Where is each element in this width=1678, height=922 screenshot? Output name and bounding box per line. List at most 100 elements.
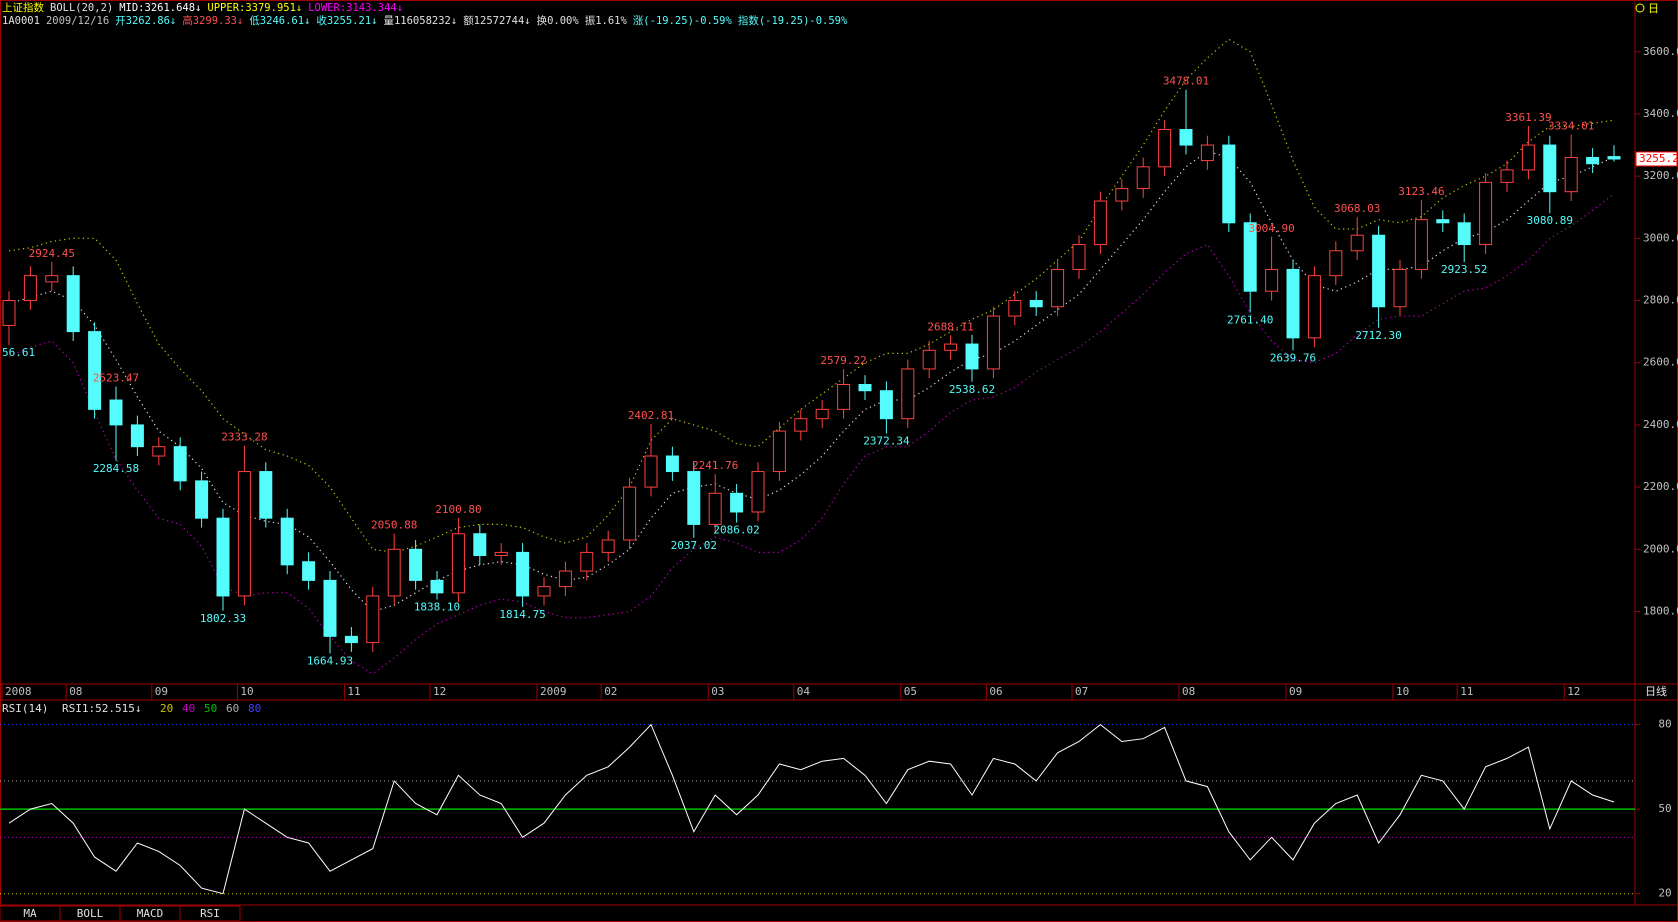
candle-body — [1479, 181, 1493, 246]
y-tick-label: 3400.0 — [1643, 107, 1678, 120]
low-label: 2372.34 — [863, 435, 910, 448]
candle-body — [1350, 234, 1364, 252]
high-label: 3478.01 — [1163, 75, 1209, 88]
candle-body — [580, 551, 594, 572]
candle-body — [665, 455, 679, 473]
candle-body — [1586, 156, 1600, 165]
level-label: 20 — [160, 702, 173, 715]
low-label: 1664.93 — [307, 654, 353, 667]
candle-body — [1051, 268, 1065, 308]
candle-body — [1179, 129, 1193, 146]
info-field: LOWER:3143.344↓ — [308, 2, 404, 14]
candle-body — [1543, 144, 1557, 193]
candle-body — [387, 548, 401, 597]
low-label: 2761.40 — [1227, 314, 1273, 327]
candle-body — [1500, 169, 1514, 183]
candle-body — [473, 533, 487, 557]
candle-body — [1265, 268, 1279, 292]
x-tick-label: 2008 — [5, 685, 32, 698]
tab-label[interactable]: BOLL — [77, 907, 104, 920]
candle-body — [1115, 188, 1129, 202]
x-tick-label: 07 — [1075, 685, 1088, 698]
x-tick-label: 09 — [1289, 685, 1302, 698]
x-tick-label: 08 — [1182, 685, 1195, 698]
info-field: BOLL(20,2) — [50, 2, 114, 14]
candle-body — [537, 586, 551, 597]
x-tick-label: 05 — [904, 685, 917, 698]
candle-body — [687, 471, 701, 525]
low-label: 2923.52 — [1441, 263, 1487, 276]
candle-body — [1521, 144, 1535, 171]
info-field: 开3262.86↓ — [115, 15, 177, 27]
low-label: 56.61 — [2, 346, 35, 359]
candle-body — [173, 446, 187, 482]
high-label: 2241.76 — [692, 459, 738, 472]
y-tick-label: 2800.0 — [1643, 294, 1678, 307]
candle-body — [516, 551, 530, 597]
info-field: 涨(-19.25)-0.59% — [632, 15, 732, 27]
candle-body — [23, 275, 37, 302]
y-tick-label: 20 — [1658, 887, 1671, 900]
x-tick-label: 10 — [240, 685, 253, 698]
high-label: 3361.39 — [1505, 111, 1551, 124]
low-label: 2284.58 — [93, 462, 139, 475]
tab-label[interactable]: MA — [23, 907, 37, 920]
last-price-label: 3255.2 — [1639, 152, 1678, 165]
info-field: 1A0001 — [2, 15, 40, 27]
x-tick-label: 10 — [1396, 685, 1409, 698]
info-field: MID:3261.648↓ — [119, 2, 202, 14]
high-label: 3334.01 — [1548, 119, 1594, 132]
candle-body — [1307, 275, 1321, 339]
candle-body — [922, 349, 936, 370]
candle-body — [344, 635, 358, 644]
candle-body — [45, 275, 59, 283]
info-field: 量116058232↓ — [383, 15, 458, 27]
candle-body — [366, 595, 380, 644]
x-tick-label: 11 — [347, 685, 360, 698]
x-tick-label: 08 — [69, 685, 82, 698]
rsi-value: RSI1:52.515↓ — [62, 702, 141, 715]
level-label: 80 — [248, 702, 261, 715]
low-label: 2538.62 — [949, 383, 995, 396]
x-tick-label: 12 — [433, 685, 446, 698]
candle-body — [751, 471, 765, 513]
candle-body — [1158, 129, 1172, 168]
candle-body — [451, 533, 465, 594]
candle-body — [644, 455, 658, 488]
y-tick-label: 2200.0 — [1643, 480, 1678, 493]
candle-body — [730, 492, 744, 513]
candle-body — [1564, 156, 1578, 193]
info-field: 低3246.61↓ — [249, 15, 311, 27]
candle-body — [601, 539, 615, 553]
info-line: 1A0001 2009/12/16 开3262.86↓ 高3299.33↓ 低3246.… — [2, 15, 853, 28]
x-tick-label: 03 — [711, 685, 724, 698]
high-label: 2688.11 — [927, 320, 973, 333]
candle-body — [623, 486, 637, 541]
candle-body — [1008, 300, 1022, 317]
candle-body — [1457, 222, 1471, 246]
tab[interactable] — [179, 905, 241, 922]
tab-label[interactable]: RSI — [200, 907, 220, 920]
candle-body — [409, 548, 423, 581]
candle-body — [1286, 268, 1300, 339]
candle-body — [1222, 144, 1236, 224]
candle-body — [109, 399, 123, 426]
y-tick-label: 3000.0 — [1643, 231, 1678, 244]
x-tick-label: 11 — [1460, 685, 1473, 698]
candle-body — [772, 430, 786, 473]
candle-body — [708, 492, 722, 525]
low-label: 1838.10 — [414, 601, 460, 614]
period-button[interactable]: 日 — [1648, 2, 1659, 15]
info-field: 换0.00% — [536, 15, 579, 27]
candle-body — [130, 424, 144, 448]
info-field: 振1.61% — [584, 15, 627, 27]
low-label: 2037.02 — [671, 539, 717, 552]
candle-body — [302, 561, 316, 581]
tab-label[interactable]: MACD — [137, 907, 164, 920]
candle-body — [1136, 166, 1150, 190]
y-tick-label: 3200.0 — [1643, 169, 1678, 182]
icon[interactable] — [1635, 3, 1645, 13]
candle-body — [1372, 234, 1386, 308]
